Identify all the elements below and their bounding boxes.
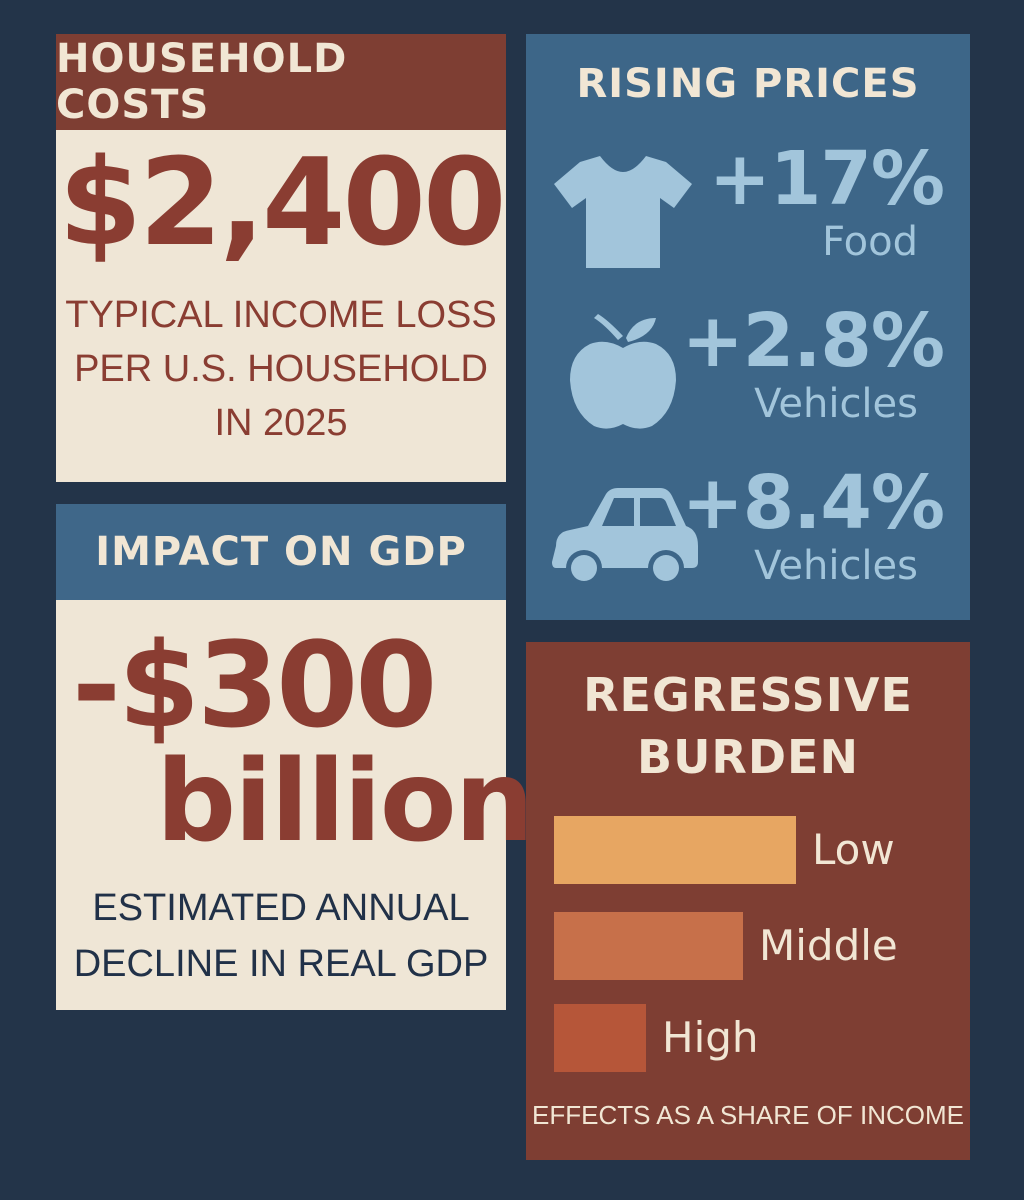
regressive-burden-card: REGRESSIVE BURDEN Low Middle High EFFECT… (526, 642, 970, 1160)
gdp-impact-header: IMPACT ON GDP (56, 504, 506, 600)
car-icon (552, 488, 698, 586)
regressive-burden-header: REGRESSIVE BURDEN (526, 664, 970, 788)
burden-footnote: EFFECTS AS A SHARE OF INCOME (532, 1100, 964, 1130)
price-item-vehicles: +2.8% Vehicles (526, 304, 970, 464)
price-category-label: Food (822, 219, 918, 265)
price-category-label: Vehicles (754, 381, 918, 427)
household-costs-header: HOUSEHOLD COSTS (56, 34, 506, 130)
gdp-impact-card: IMPACT ON GDP -$300 billion ESTIMATED AN… (56, 504, 534, 1010)
burden-bar-low (554, 816, 796, 884)
burden-bar-label-middle: Middle (759, 921, 898, 970)
rising-prices-card: RISING PRICES +17% Food +2.8% Vehicles +… (526, 34, 970, 620)
burden-bar-middle (554, 912, 743, 980)
gdp-impact-description: ESTIMATED ANNUAL DECLINE IN REAL GDP (56, 880, 506, 992)
gdp-impact-amount: -$300 (72, 616, 437, 754)
tshirt-icon (554, 156, 692, 268)
apple-icon (570, 314, 676, 429)
household-description-line: IN 2025 (214, 402, 348, 444)
burden-bar-high (554, 1004, 646, 1072)
price-change-percent: +8.4% (681, 460, 945, 546)
household-description-line: TYPICAL INCOME LOSS (65, 294, 497, 336)
rising-prices-header: RISING PRICES (576, 61, 920, 107)
price-change-percent: +17% (708, 136, 945, 222)
gdp-description-line: DECLINE IN REAL GDP (73, 943, 489, 985)
price-change-percent: +2.8% (681, 298, 945, 384)
burden-bar-label-high: High (662, 1013, 759, 1062)
gdp-impact-unit: billion (156, 737, 534, 867)
household-cost-description: TYPICAL INCOME LOSS PER U.S. HOUSEHOLD I… (56, 288, 506, 450)
burden-header-line: REGRESSIVE (583, 668, 913, 722)
gdp-description-line: ESTIMATED ANNUAL (92, 887, 470, 929)
household-description-line: PER U.S. HOUSEHOLD (74, 348, 488, 390)
price-item-vehicles: +8.4% Vehicles (526, 466, 970, 626)
burden-bar-label-low: Low (812, 825, 895, 874)
household-costs-card: HOUSEHOLD COSTS $2,400 TYPICAL INCOME LO… (56, 34, 507, 482)
price-item-food: +17% Food (526, 142, 970, 302)
price-category-label: Vehicles (754, 543, 918, 589)
burden-header-line: BURDEN (637, 730, 859, 784)
household-cost-amount: $2,400 (58, 134, 506, 273)
